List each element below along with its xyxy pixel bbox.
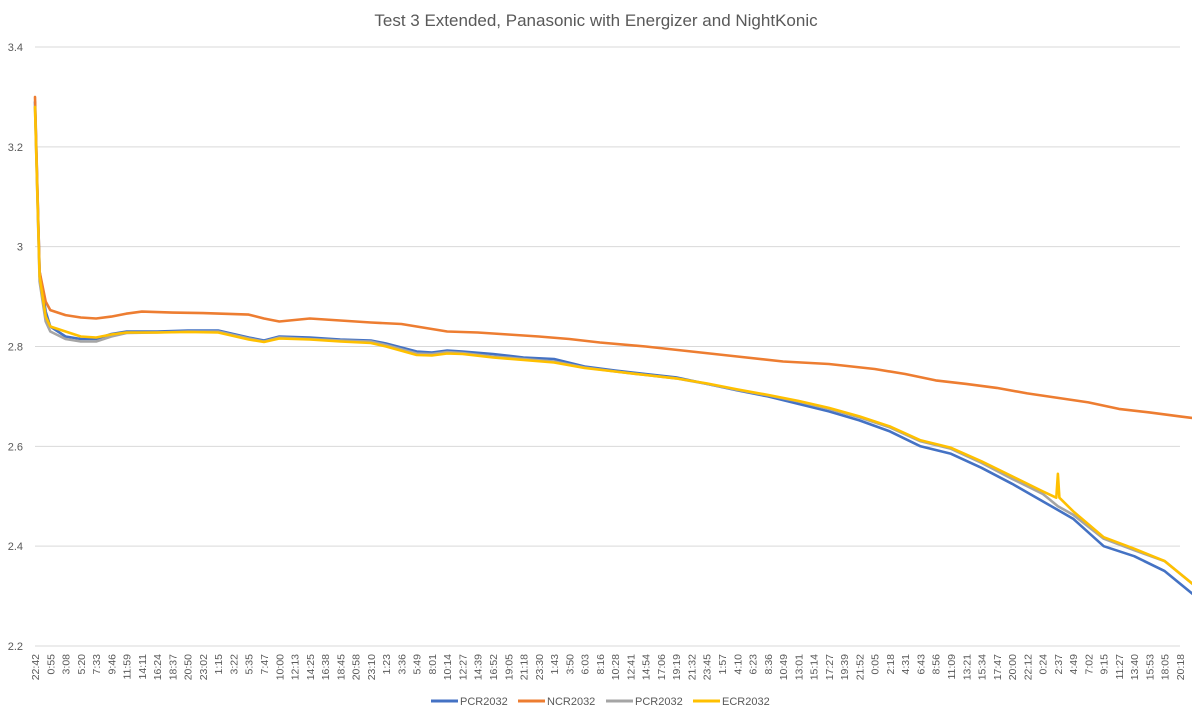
x-tick-label: 1:43: [549, 654, 561, 675]
y-tick-label: 2.6: [8, 441, 23, 453]
legend-label-2: PCR2032: [635, 696, 683, 708]
x-tick-label: 5:49: [412, 654, 424, 675]
x-tick-label: 22:42: [30, 654, 42, 680]
x-tick-label: 11:59: [122, 654, 134, 680]
x-tick-label: 10:28: [610, 654, 622, 680]
legend: PCR2032 NCR2032 PCR2032 ECR2032: [431, 696, 770, 708]
x-tick-label: 14:54: [641, 654, 653, 680]
x-tick-label: 11:27: [1114, 654, 1126, 680]
x-tick-label: 18:37: [167, 654, 179, 680]
x-tick-label: 16:24: [152, 654, 164, 680]
x-tick-label: 9:46: [106, 654, 118, 675]
y-tick-label: 3.2: [8, 142, 23, 154]
x-tick-label: 18:45: [335, 654, 347, 680]
x-tick-label: 6:03: [580, 654, 592, 675]
x-tick-label: 15:53: [1144, 654, 1156, 680]
x-tick-label: 12:13: [290, 654, 302, 680]
x-tick-label: 11:09: [946, 654, 958, 680]
x-tick-label: 1:15: [213, 654, 225, 675]
legend-label-3: ECR2032: [722, 696, 770, 708]
x-tick-label: 23:10: [366, 654, 378, 680]
x-tick-label: 6:43: [915, 654, 927, 675]
x-tick-label: 8:36: [763, 654, 775, 675]
x-tick-label: 3:22: [228, 654, 240, 675]
x-tick-label: 9:15: [1099, 654, 1111, 675]
x-tick-label: 13:40: [1129, 654, 1141, 680]
x-tick-label: 5:20: [76, 654, 88, 675]
x-tick-label: 8:16: [595, 654, 607, 675]
y-tick-label: 3: [17, 242, 23, 254]
y-tick-label: 2.8: [8, 342, 23, 354]
x-tick-label: 10:14: [442, 654, 454, 680]
x-tick-label: 20:50: [183, 654, 195, 680]
x-tick-label: 10:00: [274, 654, 286, 680]
x-tick-label: 6:23: [748, 654, 760, 675]
x-tick-label: 7:02: [1083, 654, 1095, 675]
x-tick-label: 17:06: [656, 654, 668, 680]
x-tick-label: 19:05: [503, 654, 515, 680]
series-lines: [33, 95, 1192, 596]
x-tick-label: 14:11: [137, 654, 149, 680]
x-tick-label: 21:32: [686, 654, 698, 680]
chart-title: Test 3 Extended, Panasonic with Energize…: [374, 11, 818, 30]
x-tick-label: 20:00: [1007, 654, 1019, 680]
x-tick-label: 13:21: [961, 654, 973, 680]
x-tick-label: 21:52: [854, 654, 866, 680]
y-tick-label: 2.2: [8, 641, 23, 653]
series-line-2: [33, 105, 1192, 586]
x-tick-label: 1:23: [381, 654, 393, 675]
x-tick-label: 18:05: [1160, 654, 1172, 680]
series-line-3: [33, 105, 1192, 586]
x-tick-label: 17:47: [992, 654, 1004, 680]
x-tick-label: 7:33: [91, 654, 103, 675]
x-tick-label: 23:02: [198, 654, 210, 680]
x-axis-ticks: 22:42 0:55 3:08 5:20 7:33 9:46 11:59 14:11 16:24…: [30, 654, 1187, 680]
x-tick-label: 3:36: [396, 654, 408, 675]
x-tick-label: 2:37: [1053, 654, 1065, 675]
x-tick-label: 15:34: [977, 654, 989, 680]
series-line-1: [33, 95, 1192, 420]
x-tick-label: 16:52: [488, 654, 500, 680]
y-tick-label: 2.4: [8, 541, 23, 553]
legend-label-0: PCR2032: [460, 696, 508, 708]
x-tick-label: 19:19: [671, 654, 683, 680]
x-tick-label: 4:49: [1068, 654, 1080, 675]
x-tick-label: 8:01: [427, 654, 439, 675]
y-tick-label: 3.4: [8, 42, 23, 54]
x-tick-label: 0:55: [45, 654, 57, 675]
x-tick-label: 5:35: [244, 654, 256, 675]
x-tick-label: 22:12: [1022, 654, 1034, 680]
x-tick-label: 14:25: [305, 654, 317, 680]
series-line-0: [33, 100, 1192, 596]
x-tick-label: 20:58: [351, 654, 363, 680]
x-tick-label: 3:08: [61, 654, 73, 675]
x-tick-label: 1:57: [717, 654, 729, 675]
x-tick-label: 7:47: [259, 654, 271, 675]
x-tick-label: 10:49: [778, 654, 790, 680]
x-tick-label: 4:10: [732, 654, 744, 675]
gridlines: [35, 46, 1180, 647]
x-tick-label: 12:41: [625, 654, 637, 680]
x-tick-label: 20:18: [1175, 654, 1187, 680]
legend-label-1: NCR2032: [547, 696, 595, 708]
x-tick-label: 16:38: [320, 654, 332, 680]
x-tick-label: 8:56: [931, 654, 943, 675]
x-tick-label: 15:14: [809, 654, 821, 680]
x-tick-label: 23:30: [534, 654, 546, 680]
x-tick-label: 17:27: [824, 654, 836, 680]
x-tick-label: 14:39: [473, 654, 485, 680]
x-tick-label: 3:50: [564, 654, 576, 675]
y-axis-ticks: 2.2 2.4 2.6 2.8 3 3.2 3.4: [8, 42, 23, 653]
x-tick-label: 0:24: [1038, 654, 1050, 675]
x-tick-label: 12:27: [457, 654, 469, 680]
x-tick-label: 21:18: [519, 654, 531, 680]
x-tick-label: 2:18: [885, 654, 897, 675]
x-tick-label: 13:01: [793, 654, 805, 680]
x-tick-label: 23:45: [702, 654, 714, 680]
x-tick-label: 4:31: [900, 654, 912, 675]
x-tick-label: 0:05: [870, 654, 882, 675]
x-tick-label: 19:39: [839, 654, 851, 680]
